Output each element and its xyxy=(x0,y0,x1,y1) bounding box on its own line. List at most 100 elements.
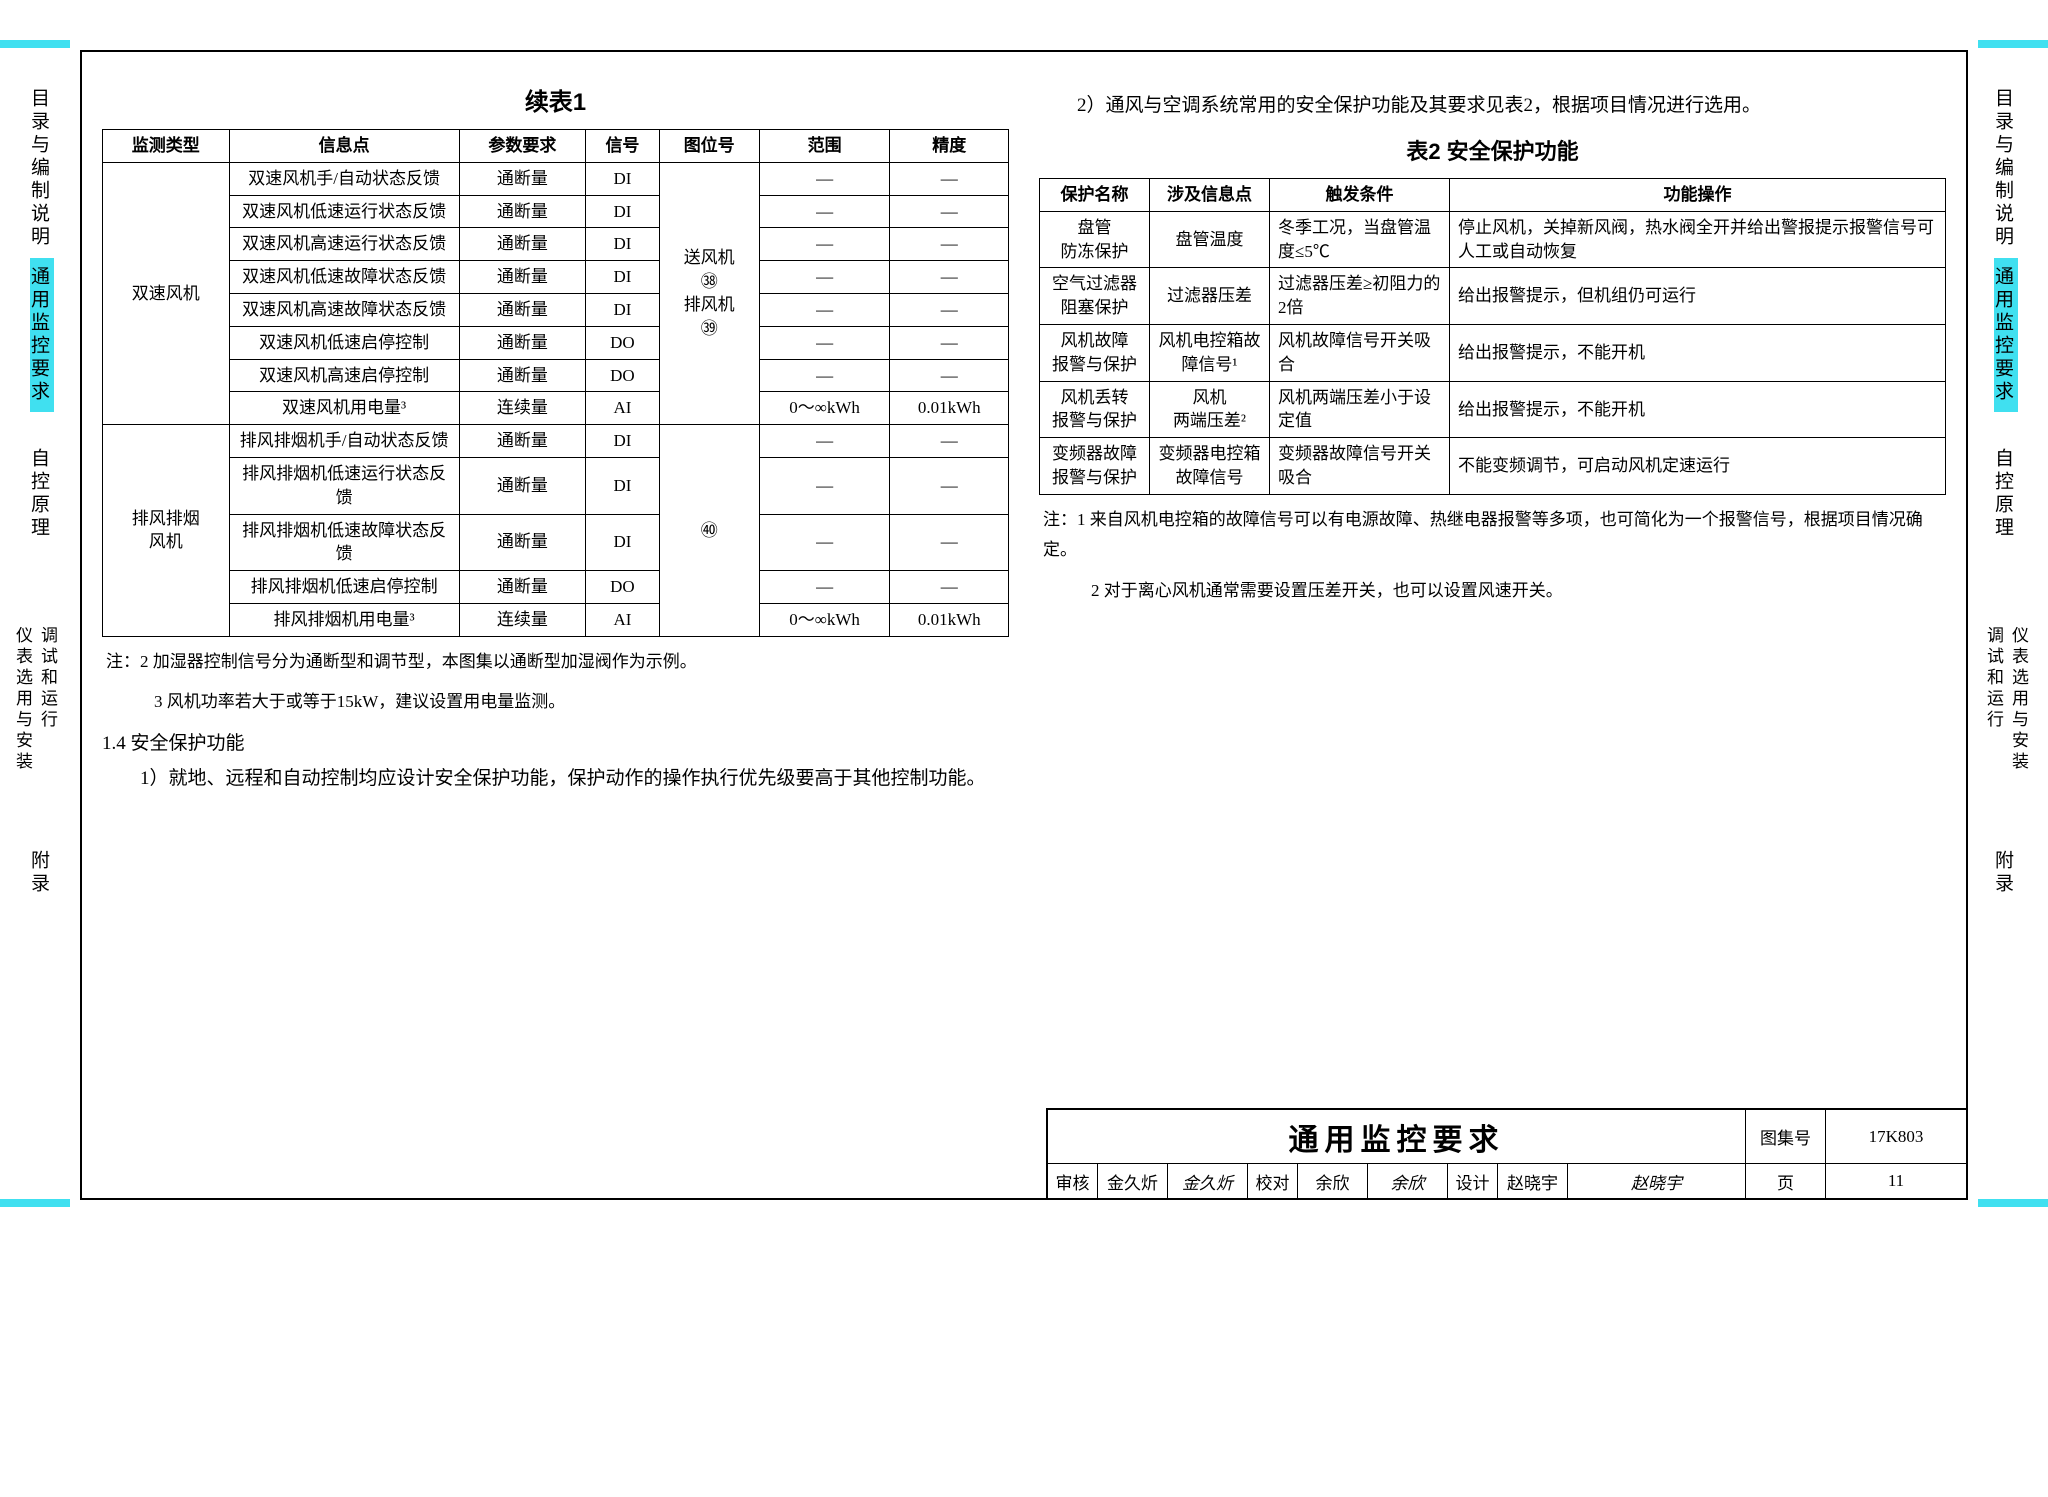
note-r1: 注：1 来自风机电控箱的故障信号可以有电源故障、热继电器报警等多项，也可简化为一… xyxy=(1043,505,1946,566)
cell: 给出报警提示，不能开机 xyxy=(1450,325,1946,382)
cell: DI xyxy=(586,195,659,228)
table1-title: 续表1 xyxy=(102,82,1009,117)
cell: 变频器故障信号开关吸合 xyxy=(1270,438,1450,495)
page-label: 页 xyxy=(1746,1164,1826,1198)
cell: — xyxy=(890,261,1009,294)
cell: 不能变频调节，可启动风机定速运行 xyxy=(1450,438,1946,495)
cell: AI xyxy=(586,603,659,636)
t2-h0: 保护名称 xyxy=(1040,179,1150,212)
page-value: 11 xyxy=(1826,1164,1966,1198)
cell: — xyxy=(890,514,1009,571)
drawing-title: 通用监控要求 xyxy=(1048,1110,1746,1164)
cell: 排风排烟机低速启停控制 xyxy=(229,571,459,604)
cell: — xyxy=(759,162,890,195)
cell: — xyxy=(890,359,1009,392)
para-1: 1）就地、远程和自动控制均应设计安全保护功能，保护动作的操作执行优先级要高于其他… xyxy=(102,761,1009,797)
cell: AI xyxy=(586,392,659,425)
table-2: 保护名称 涉及信息点 触发条件 功能操作 盘管 防冻保护盘管温度冬季工况，当盘管… xyxy=(1039,178,1946,495)
t1-h2: 参数要求 xyxy=(459,130,586,163)
t2-h1: 涉及信息点 xyxy=(1150,179,1270,212)
cell: — xyxy=(890,293,1009,326)
sidebar-item-instrument: 仪表选用与安装 xyxy=(15,618,37,781)
sidebar-item-instrument-r: 仪表选用与安装 xyxy=(2011,618,2033,781)
cell: 通断量 xyxy=(459,228,586,261)
cell: 排风排烟机低速运行状态反馈 xyxy=(229,457,459,514)
cell: 空气过滤器 阻塞保护 xyxy=(1040,268,1150,325)
cell: 风机故障信号开关吸合 xyxy=(1270,325,1450,382)
cell: — xyxy=(890,162,1009,195)
cell: 风机两端压差小于设定值 xyxy=(1270,381,1450,438)
cell: 过滤器压差≥初阻力的2倍 xyxy=(1270,268,1450,325)
cell: 风机故障 报警与保护 xyxy=(1040,325,1150,382)
t1-group2: 排风排烟 风机 xyxy=(103,425,230,637)
design-name: 赵晓宇 xyxy=(1498,1164,1568,1198)
cell: — xyxy=(759,195,890,228)
cell: 通断量 xyxy=(459,195,586,228)
note-2: 3 风机功率若大于或等于15kW，建议设置用电量监测。 xyxy=(106,687,1009,718)
cell: 通断量 xyxy=(459,326,586,359)
cell: 冬季工况，当盘管温度≤5℃ xyxy=(1270,211,1450,268)
t1-h0: 监测类型 xyxy=(103,130,230,163)
cell: — xyxy=(890,457,1009,514)
sidebar-item-appendix: 附录 xyxy=(30,842,54,904)
cell: 0～∞kWh xyxy=(759,603,890,636)
crop-top-left xyxy=(0,40,70,48)
cell: 通断量 xyxy=(459,162,586,195)
cell: DI xyxy=(586,228,659,261)
cell: 停止风机，关掉新风阀，热水阀全开并给出警报提示报警信号可人工或自动恢复 xyxy=(1450,211,1946,268)
cell: — xyxy=(759,425,890,458)
check-name: 余欣 xyxy=(1298,1164,1368,1198)
cell: — xyxy=(759,326,890,359)
design-label: 设计 xyxy=(1448,1164,1498,1198)
cell: 风机 两端压差² xyxy=(1150,381,1270,438)
cell: 0～∞kWh xyxy=(759,392,890,425)
cell: 排风排烟机低速故障状态反馈 xyxy=(229,514,459,571)
note-1: 注：2 加湿器控制信号分为通断型和调节型，本图集以通断型加湿阀作为示例。 xyxy=(106,647,1009,678)
cell: 0.01kWh xyxy=(890,392,1009,425)
cell: — xyxy=(759,457,890,514)
set-value: 17K803 xyxy=(1826,1110,1966,1164)
cell: DI xyxy=(586,162,659,195)
cell: 变频器电控箱故障信号 xyxy=(1150,438,1270,495)
cell: — xyxy=(759,514,890,571)
crop-bottom-right xyxy=(1978,1199,2048,1207)
sidebar-item-principle-r: 自控原理 xyxy=(1994,440,2018,548)
cell: 通断量 xyxy=(459,425,586,458)
cell: DI xyxy=(586,425,659,458)
sidebar-item-debug: 调试和运行 xyxy=(40,618,62,739)
left-column: 续表1 监测类型 信息点 参数要求 信号 图位号 范围 精度 双速风机 双速风机… xyxy=(102,82,1009,803)
sidebar-item-general-r[interactable]: 通用监控要求 xyxy=(1994,258,2018,412)
cell: 过滤器压差 xyxy=(1150,268,1270,325)
sidebar-item-toc-r: 目录与编制说明 xyxy=(1994,80,2018,257)
cell: 连续量 xyxy=(459,392,586,425)
cell: — xyxy=(890,228,1009,261)
cell: 通断量 xyxy=(459,359,586,392)
sidebar-item-general[interactable]: 通用监控要求 xyxy=(30,258,54,412)
check-label: 校对 xyxy=(1248,1164,1298,1198)
cell: 双速风机低速故障状态反馈 xyxy=(229,261,459,294)
cell: 双速风机手/自动状态反馈 xyxy=(229,162,459,195)
t2-h3: 功能操作 xyxy=(1450,179,1946,212)
cell: 排风排烟机用电量³ xyxy=(229,603,459,636)
sidebar-item-appendix-r: 附录 xyxy=(1994,842,2018,904)
cell: 连续量 xyxy=(459,603,586,636)
cell: 排风排烟机手/自动状态反馈 xyxy=(229,425,459,458)
t1-h3: 信号 xyxy=(586,130,659,163)
note-r2: 2 对于离心风机通常需要设置压差开关，也可以设置风速开关。 xyxy=(1043,576,1946,607)
cell: 通断量 xyxy=(459,571,586,604)
t1-symbol: 送风机 ㊳ 排风机 ㊴ xyxy=(659,162,759,424)
cell: — xyxy=(890,195,1009,228)
table-1: 监测类型 信息点 参数要求 信号 图位号 范围 精度 双速风机 双速风机手/自动… xyxy=(102,129,1009,637)
t1-h1: 信息点 xyxy=(229,130,459,163)
cell: 盘管温度 xyxy=(1150,211,1270,268)
cell: — xyxy=(759,293,890,326)
cell: 双速风机高速运行状态反馈 xyxy=(229,228,459,261)
t1-symbol2: ㊵ xyxy=(659,425,759,637)
cell: DO xyxy=(586,359,659,392)
cell: — xyxy=(890,326,1009,359)
cell: DI xyxy=(586,293,659,326)
cell: 双速风机用电量³ xyxy=(229,392,459,425)
cell: 通断量 xyxy=(459,457,586,514)
t1-h5: 范围 xyxy=(759,130,890,163)
cell: 给出报警提示，不能开机 xyxy=(1450,381,1946,438)
